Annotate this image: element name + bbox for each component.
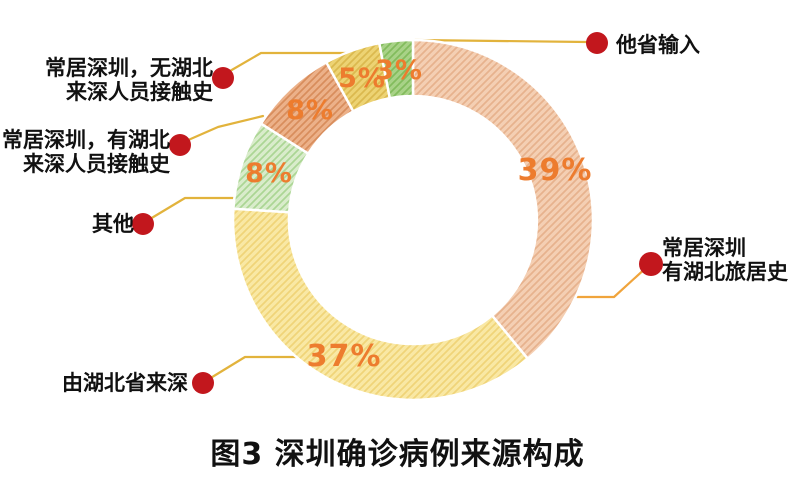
pct-label-segment-2: 37% (307, 339, 382, 374)
label-other-province: 他省输入 (616, 33, 700, 57)
label-line: 来深人员接触史 (66, 80, 213, 104)
donut-segments (231, 38, 595, 402)
chart-title: 图3 深圳确诊病例来源构成 (210, 437, 585, 472)
pct-label-segment-4: 8% (286, 95, 334, 126)
dot-from-hubei (192, 372, 214, 394)
label-line: 常居深圳，无湖北 (45, 56, 213, 80)
pct-label-segment-5: 5% (338, 63, 386, 94)
pct-label-segment-3: 8% (245, 158, 293, 189)
marker-dots (132, 32, 663, 394)
percent-labels: 39%37%8%8%5%3% (245, 55, 593, 374)
label-from-hubei: 由湖北省来深 (62, 371, 188, 395)
leader-line-other (148, 196, 235, 221)
label-line: 有湖北旅居史 (662, 260, 788, 284)
label-line: 他省输入 (616, 33, 700, 57)
label-line: 常居深圳，有湖北 (2, 128, 170, 152)
donut-segment-2 (231, 207, 530, 402)
dot-resident-no-hubei-contact (212, 67, 234, 89)
label-line: 常居深圳 (662, 236, 746, 260)
dot-other (132, 213, 154, 235)
dot-resident-hubei-contact (169, 134, 191, 156)
label-line: 来深人员接触史 (23, 152, 170, 176)
pct-label-segment-1: 39% (518, 153, 593, 188)
donut-segment-1 (411, 38, 595, 361)
label-line: 由湖北省来深 (62, 371, 188, 395)
label-resident-hubei-contact: 常居深圳，有湖北 来深人员接触史 (2, 128, 170, 176)
dot-other-province (586, 32, 608, 54)
pct-label-segment-6: 3% (375, 55, 423, 86)
leader-line-resident-hubei-travel (575, 264, 650, 299)
label-line: 其他 (92, 212, 134, 236)
label-resident-hubei-travel: 常居深圳 有湖北旅居史 (662, 236, 788, 284)
leader-line-from-hubei (207, 355, 299, 381)
donut-segment-6 (377, 38, 415, 100)
leader-line-resident-hubei-contact (184, 114, 265, 143)
dot-resident-hubei-travel (639, 252, 663, 276)
label-resident-no-hubei-contact: 常居深圳，无湖北 来深人员接触史 (45, 56, 213, 104)
leader-line-resident-no-hubei-contact (228, 51, 353, 73)
label-other: 其他 (92, 212, 134, 236)
